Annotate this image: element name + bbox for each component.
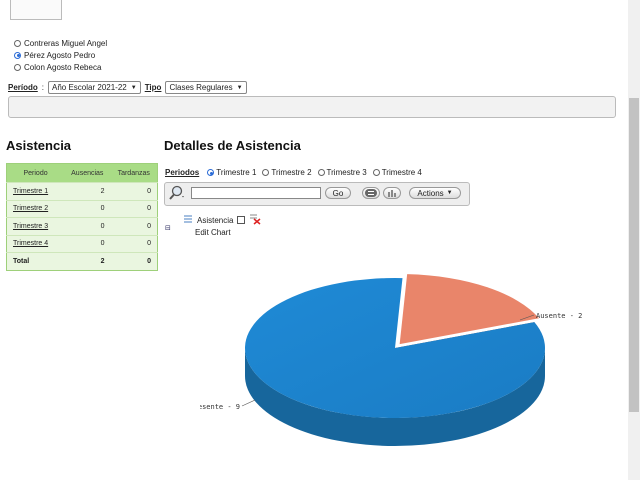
period-link[interactable]: Trimestre 2 <box>6 199 65 218</box>
tree-label[interactable]: Asistencia <box>197 215 234 225</box>
pie-labels: Ausente - 2 Presente - 9 <box>200 312 582 411</box>
chevron-down-icon: ▼ <box>446 190 453 196</box>
period-option[interactable]: Trimestre 1 <box>207 168 256 177</box>
tipo-value: Clases Regulares <box>169 83 233 92</box>
ausencias-cell: 0 <box>64 234 111 253</box>
periods-selector: Periodos Trimestre 1 Trimestre 2 Trimest… <box>165 168 424 177</box>
table-row: Trimestre 2 0 0 <box>6 199 158 218</box>
period-radio[interactable] <box>207 169 215 176</box>
edit-chart-link[interactable]: Edit Chart <box>195 228 231 237</box>
student-radio[interactable] <box>14 63 21 71</box>
student-radio[interactable] <box>14 51 21 59</box>
total-ausencias: 2 <box>64 252 111 270</box>
student-avatar <box>10 0 62 20</box>
tipo-select[interactable]: Clases Regulares ▼ <box>165 81 247 94</box>
student-option[interactable]: Contreras Miguel Angel <box>14 37 107 49</box>
list-view-icon[interactable] <box>362 187 380 199</box>
periods-label[interactable]: Periodos <box>165 168 200 177</box>
student-name: Pérez Agosto Pedro <box>24 50 96 60</box>
tardanzas-cell: 0 <box>110 199 158 218</box>
period-option[interactable]: Trimestre 2 <box>262 168 312 177</box>
tardanzas-cell: 0 <box>110 217 158 235</box>
detalles-title: Detalles de Asistencia <box>164 138 301 153</box>
student-radio[interactable] <box>14 39 21 47</box>
period-option-label: Trimestre 3 <box>326 168 367 177</box>
student-name: Contreras Miguel Angel <box>24 38 108 48</box>
chart-view-icon[interactable] <box>383 187 401 199</box>
tree-doc-icon <box>183 214 193 226</box>
delete-chart-icon[interactable] <box>249 213 261 227</box>
tardanzas-cell: 0 <box>110 182 158 200</box>
table-row: Trimestre 3 0 0 <box>6 217 158 235</box>
asistencia-title: Asistencia <box>6 138 72 153</box>
column-header: Tardanzas <box>110 163 158 183</box>
pie-label-leader <box>519 314 535 321</box>
period-option-label: Trimestre 4 <box>381 168 422 177</box>
period-option[interactable]: Trimestre 4 <box>372 168 422 177</box>
period-link[interactable]: Trimestre 4 <box>6 234 65 253</box>
student-list: Contreras Miguel Angel Pérez Agosto Pedr… <box>14 37 107 73</box>
period-radio[interactable] <box>317 169 325 176</box>
chart-checkbox[interactable] <box>237 216 246 224</box>
periodo-value: Año Escolar 2021-22 <box>52 83 127 92</box>
pie-data-label: Ausente - 2 <box>536 312 582 320</box>
pie-group <box>245 274 545 446</box>
pie-slice[interactable] <box>399 274 540 345</box>
search-icon[interactable] <box>168 185 186 204</box>
period-option-label: Trimestre 1 <box>216 168 257 177</box>
chart-tree-node: Asistencia <box>183 213 261 227</box>
table-row: Trimestre 4 0 0 <box>6 234 158 253</box>
actions-button[interactable]: Actions ▼ <box>409 187 461 199</box>
total-row: Total 2 0 <box>6 252 158 270</box>
info-panel <box>8 96 616 118</box>
chevron-down-icon: ▼ <box>236 84 243 91</box>
attendance-pie-chart: Ausente - 2 Presente - 9 <box>200 274 582 446</box>
collapse-icon[interactable]: ⊟ <box>165 225 171 232</box>
page-scrollbar-thumb[interactable] <box>629 98 639 412</box>
total-tardanzas: 0 <box>110 252 158 270</box>
period-radio[interactable] <box>262 169 270 176</box>
total-label: Total <box>6 252 65 270</box>
period-link[interactable]: Trimestre 1 <box>6 182 65 200</box>
student-name: Colon Agosto Rebeca <box>24 62 102 72</box>
attendance-table: Periodo Ausencias Tardanzas Trimestre 1 … <box>6 163 158 271</box>
go-button[interactable]: Go <box>325 187 351 199</box>
pie-slice[interactable] <box>245 278 545 418</box>
student-option[interactable]: Colon Agosto Rebeca <box>14 61 107 73</box>
actions-label: Actions <box>417 188 444 198</box>
periodo-select[interactable]: Año Escolar 2021-22 ▼ <box>48 81 141 94</box>
search-input[interactable] <box>191 187 321 199</box>
ausencias-cell: 2 <box>64 182 111 200</box>
column-header: Periodo <box>6 163 65 183</box>
period-link[interactable]: Trimestre 3 <box>6 217 65 235</box>
ausencias-cell: 0 <box>64 199 111 218</box>
table-row: Trimestre 1 2 0 <box>6 182 158 200</box>
pie-data-label: Presente - 9 <box>200 403 240 411</box>
period-radio[interactable] <box>372 169 380 176</box>
tipo-label[interactable]: Tipo <box>144 83 162 92</box>
filter-bar: Período: Año Escolar 2021-22 ▼ Tipo Clas… <box>8 81 247 94</box>
periodo-label[interactable]: Período <box>8 83 38 92</box>
student-option[interactable]: Pérez Agosto Pedro <box>14 49 107 61</box>
column-header: Ausencias <box>64 163 111 183</box>
pie-slice-side <box>245 348 545 446</box>
chevron-down-icon: ▼ <box>130 84 137 91</box>
ausencias-cell: 0 <box>64 217 111 235</box>
period-option[interactable]: Trimestre 3 <box>317 168 367 177</box>
period-option-label: Trimestre 2 <box>271 168 312 177</box>
pie-label-leader <box>241 399 256 407</box>
tardanzas-cell: 0 <box>110 234 158 253</box>
